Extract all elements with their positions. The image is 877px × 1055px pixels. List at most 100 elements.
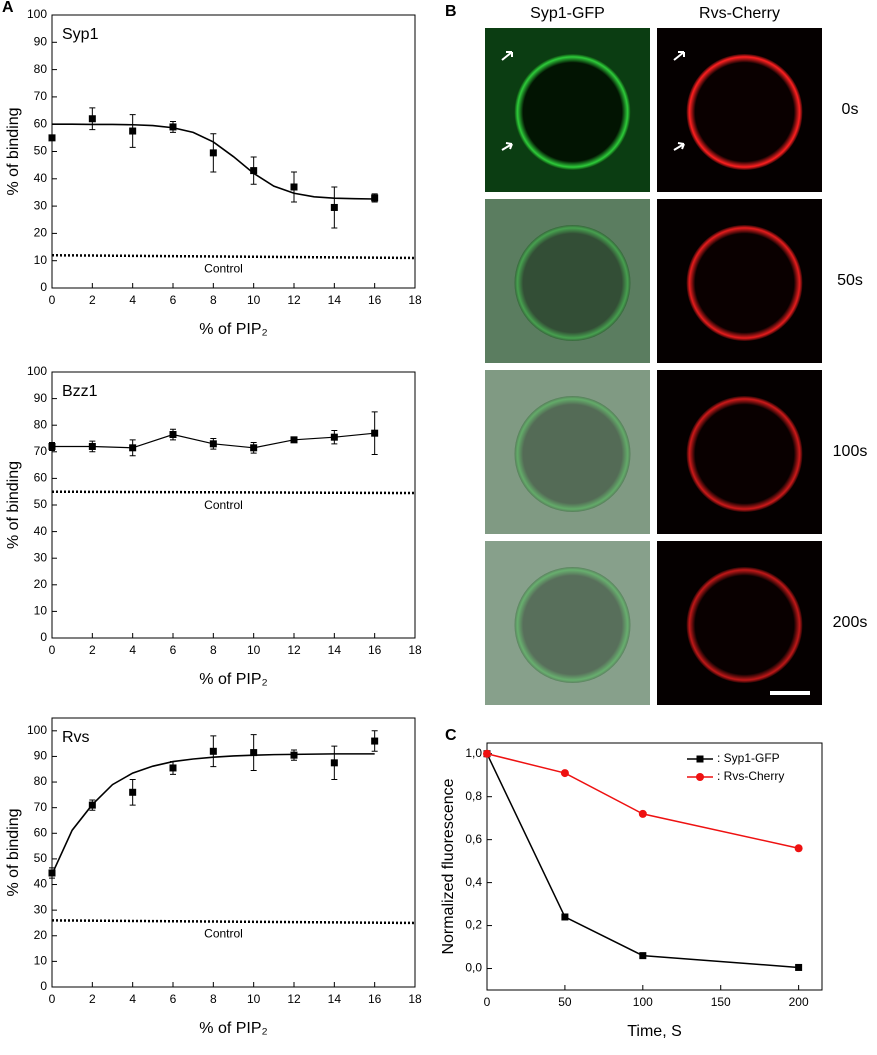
data-point (129, 788, 137, 796)
series-line (486, 753, 799, 849)
y-tick-label: 70 (34, 800, 48, 814)
y-tick-label: 70 (34, 89, 48, 103)
data-point (88, 442, 96, 450)
column-label: Syp1-GFP (530, 5, 605, 22)
y-axis-label: % of binding (5, 107, 22, 195)
x-tick-label: 18 (408, 992, 422, 1006)
x-tick-label: 0 (49, 992, 56, 1006)
data-point (371, 737, 379, 745)
y-axis-label: % of binding (5, 808, 22, 896)
y-tick-label: 100 (27, 723, 47, 737)
y-tick-label: 10 (34, 253, 48, 267)
data-point (250, 749, 258, 757)
x-tick-label: 14 (328, 992, 342, 1006)
x-tick-label: 50 (558, 995, 572, 1009)
y-tick-label: 60 (34, 471, 48, 485)
data-point (794, 844, 803, 853)
x-tick-label: 16 (368, 293, 382, 307)
y-tick-label: 60 (34, 825, 48, 839)
data-point (129, 127, 137, 135)
x-tick-label: 100 (633, 995, 653, 1009)
y-tick-label: 0 (40, 630, 47, 644)
row-label: 200s (833, 614, 868, 631)
data-point (169, 764, 177, 772)
y-tick-label: 50 (34, 497, 48, 511)
arrow (673, 51, 685, 61)
arrow (501, 51, 513, 61)
data-point (290, 436, 298, 444)
legend-label: : Syp1-GFP (717, 751, 780, 765)
y-tick-label: 90 (34, 391, 48, 405)
data-point (250, 444, 258, 452)
arrow (501, 142, 513, 151)
data-point (209, 440, 217, 448)
plot-frame (486, 742, 823, 991)
fit-curve (51, 753, 375, 875)
x-tick-label: 8 (210, 992, 217, 1006)
y-tick-label: 40 (34, 171, 48, 185)
column-label: Rvs-Cherry (699, 5, 780, 22)
x-tick-label: 6 (170, 992, 177, 1006)
panel-label: C (445, 727, 457, 744)
data-point (129, 444, 137, 452)
control-label: Control (204, 261, 243, 275)
y-tick-label: 0,6 (465, 832, 482, 846)
data-point (290, 183, 298, 191)
control-line (51, 253, 416, 260)
y-tick-label: 30 (34, 902, 48, 916)
y-tick-label: 80 (34, 774, 48, 788)
y-tick-label: 30 (34, 198, 48, 212)
panel-label: A (2, 0, 14, 16)
x-axis-label: Time, S (627, 1023, 682, 1040)
x-tick-label: 2 (89, 992, 96, 1006)
y-tick-label: 0,2 (465, 918, 482, 932)
data-point (330, 433, 338, 441)
vesicle (686, 396, 803, 512)
x-axis-label: % of PIP₂ (199, 1020, 267, 1037)
x-tick-label: 14 (328, 293, 342, 307)
arrow (673, 142, 685, 151)
data-point (330, 203, 338, 211)
chart-title: Syp1 (62, 26, 99, 43)
chart-title: Bzz1 (62, 383, 98, 400)
y-tick-label: 20 (34, 577, 48, 591)
chart-title: Rvs (62, 729, 90, 746)
legend-label: : Rvs-Cherry (717, 769, 784, 783)
y-tick-label: 0 (40, 280, 47, 294)
x-tick-label: 0 (49, 643, 56, 657)
y-tick-label: 30 (34, 550, 48, 564)
vesicle (686, 567, 803, 683)
x-tick-label: 0 (49, 293, 56, 307)
y-tick-label: 60 (34, 116, 48, 130)
data-point (561, 913, 569, 921)
x-tick-label: 10 (247, 643, 261, 657)
y-tick-label: 40 (34, 524, 48, 538)
data-point (48, 442, 56, 450)
y-tick-label: 40 (34, 877, 48, 891)
row-label: 0s (842, 101, 859, 118)
y-tick-label: 0,4 (465, 875, 482, 889)
data-point (48, 869, 56, 877)
row-label: 100s (833, 443, 868, 460)
x-tick-label: 12 (287, 643, 301, 657)
control-label: Control (204, 498, 243, 512)
x-tick-label: 4 (129, 643, 136, 657)
data-point (88, 115, 96, 123)
data-point (290, 751, 298, 759)
x-tick-label: 10 (247, 992, 261, 1006)
data-point (638, 809, 647, 818)
y-tick-label: 10 (34, 604, 48, 618)
data-point (371, 429, 379, 437)
y-tick-label: 50 (34, 851, 48, 865)
control-line (51, 490, 416, 495)
x-tick-label: 6 (170, 643, 177, 657)
row-label: 50s (837, 272, 863, 289)
y-tick-label: 50 (34, 144, 48, 158)
vesicle (514, 567, 631, 683)
data-point (371, 194, 379, 202)
y-axis-label: % of binding (5, 461, 22, 549)
x-tick-label: 150 (711, 995, 731, 1009)
x-tick-label: 12 (287, 293, 301, 307)
y-tick-label: 0,8 (465, 789, 482, 803)
